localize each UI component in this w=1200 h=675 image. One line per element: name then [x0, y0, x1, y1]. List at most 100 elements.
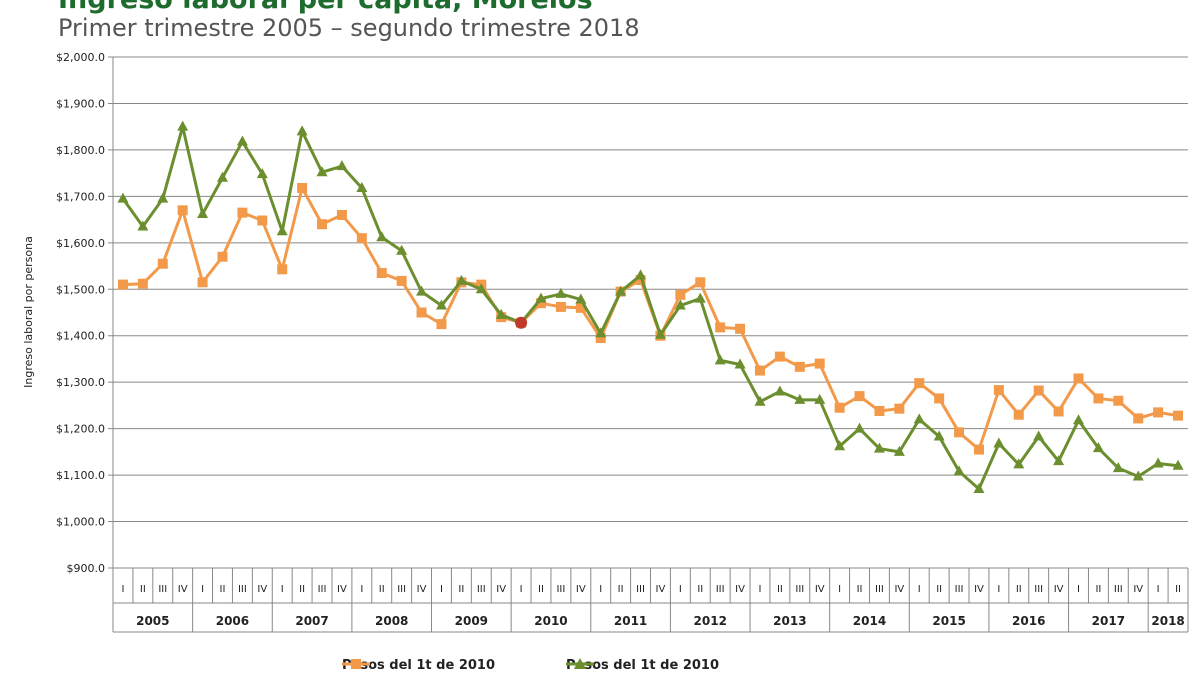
chart-subtitle: Primer trimestre 2005 – segundo trimestr… — [58, 14, 640, 42]
data-point-triangle — [535, 292, 547, 303]
data-point-square — [336, 209, 347, 220]
legend-label: Pesos del 1t de 2010 — [566, 658, 719, 673]
data-point-triangle — [635, 269, 647, 280]
data-point-square — [754, 365, 765, 376]
data-point-square — [1173, 410, 1184, 421]
x-tick-label: II — [618, 584, 624, 595]
chart-title: Ingreso laboral per cápita, Morelos — [58, 0, 593, 15]
data-point-triangle — [814, 393, 826, 404]
x-tick-label: IV — [1054, 584, 1064, 595]
data-point-triangle — [137, 220, 149, 231]
data-point-square — [973, 444, 984, 455]
data-point-square — [396, 275, 407, 286]
data-point-square — [934, 393, 945, 404]
data-point-triangle — [873, 442, 885, 453]
y-tick-label: $1,000.0 — [56, 516, 105, 529]
x-tick-label: II — [220, 584, 226, 595]
x-tick-label: III — [158, 584, 167, 595]
x-tick-label: IV — [257, 584, 267, 595]
data-point-triangle — [157, 192, 169, 203]
x-year-label: 2013 — [773, 614, 806, 628]
x-year-label: 2016 — [1012, 614, 1045, 628]
x-tick-label: II — [936, 584, 942, 595]
x-tick-label: III — [795, 584, 804, 595]
data-point-triangle — [495, 308, 507, 319]
data-point-triangle — [973, 483, 985, 494]
data-point-triangle — [615, 285, 627, 296]
x-tick-label: I — [918, 584, 921, 595]
x-tick-label: III — [238, 584, 247, 595]
data-point-triangle — [754, 395, 766, 406]
x-tick-label: III — [955, 584, 964, 595]
data-point-square — [894, 403, 905, 414]
data-point-triangle — [654, 328, 666, 339]
x-tick-label: I — [520, 584, 523, 595]
data-point-square — [735, 323, 746, 334]
data-point-triangle — [595, 327, 607, 338]
x-tick-label: III — [1034, 584, 1043, 595]
data-point-square — [1033, 385, 1044, 396]
x-tick-label: IV — [496, 584, 506, 595]
x-tick-label: II — [697, 584, 703, 595]
x-tick-label: I — [440, 584, 443, 595]
data-point-triangle — [575, 293, 587, 304]
data-point-square — [237, 207, 248, 218]
data-point-triangle — [933, 430, 945, 441]
y-tick-label: $1,300.0 — [56, 376, 105, 389]
data-point-square — [177, 205, 188, 216]
x-tick-label: II — [1175, 584, 1181, 595]
data-point-square — [376, 268, 387, 279]
data-point-triangle — [117, 192, 129, 203]
data-point-square — [277, 264, 288, 275]
x-tick-label: IV — [1133, 584, 1143, 595]
data-point-triangle — [356, 182, 368, 193]
x-tick-label: III — [875, 584, 884, 595]
data-point-square — [1073, 373, 1084, 384]
data-point-triangle — [316, 166, 328, 177]
data-point-triangle — [1172, 459, 1184, 470]
data-point-square — [1153, 407, 1164, 418]
data-point-square — [555, 301, 566, 312]
x-tick-label: III — [716, 584, 725, 595]
x-tick-label: I — [121, 584, 124, 595]
y-tick-label: $1,900.0 — [56, 97, 105, 110]
data-point-triangle — [376, 231, 388, 242]
x-tick-label: IV — [417, 584, 427, 595]
x-tick-label: I — [838, 584, 841, 595]
legend-square-marker-icon — [342, 659, 370, 669]
legend-triangle-marker-icon — [566, 658, 594, 669]
data-point-triangle — [854, 422, 866, 433]
data-point-triangle — [177, 120, 189, 131]
y-tick-label: $900.0 — [67, 562, 106, 575]
data-point-triangle — [714, 354, 726, 365]
data-point-square — [1133, 413, 1144, 424]
data-point-triangle — [416, 285, 428, 296]
x-year-label: 2007 — [295, 614, 328, 628]
data-point-triangle — [276, 225, 288, 236]
data-point-square — [536, 298, 547, 309]
data-point-triangle — [913, 413, 925, 424]
data-point-square — [834, 402, 845, 413]
x-year-label: 2008 — [375, 614, 408, 628]
data-point-triangle — [774, 385, 786, 396]
x-tick-label: I — [360, 584, 363, 595]
x-year-label: 2015 — [932, 614, 965, 628]
x-tick-label: I — [281, 584, 284, 595]
data-point-square — [157, 258, 168, 269]
data-point-square — [317, 219, 328, 230]
data-point-triangle — [674, 299, 686, 310]
x-tick-label: IV — [974, 584, 984, 595]
data-point-square — [675, 289, 686, 300]
data-point-triangle — [1112, 462, 1124, 473]
x-year-label: 2010 — [534, 614, 567, 628]
x-tick-label: I — [759, 584, 762, 595]
data-point-triangle — [475, 283, 487, 294]
data-point-square — [575, 302, 586, 313]
y-tick-label: $1,500.0 — [56, 283, 105, 296]
x-tick-label: I — [997, 584, 1000, 595]
x-tick-label: I — [599, 584, 602, 595]
data-point-square — [1093, 393, 1104, 404]
data-point-triangle — [1132, 470, 1144, 481]
y-tick-label: $1,100.0 — [56, 469, 105, 482]
data-point-triangle — [435, 299, 447, 310]
